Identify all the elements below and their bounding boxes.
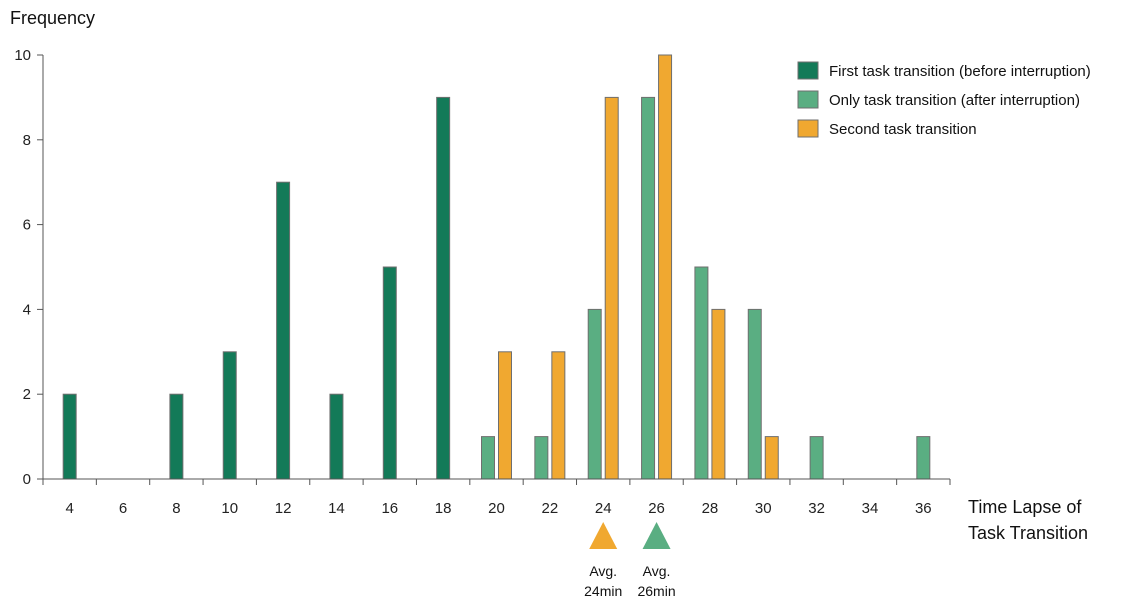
bar [747, 308, 762, 480]
bar [534, 436, 549, 480]
y-tick-label: 2 [23, 386, 31, 403]
bars-group [62, 54, 931, 480]
legend-swatch [797, 119, 819, 138]
x-tick-label: 6 [119, 500, 127, 517]
bar [587, 308, 602, 480]
x-tick-label: 36 [915, 500, 932, 517]
average-triangle-marker [642, 522, 671, 549]
x-tick-label: 26 [648, 500, 665, 517]
x-tick-label: 4 [66, 500, 74, 517]
bar [481, 436, 495, 480]
bar [658, 54, 673, 480]
y-tick-label: 8 [23, 132, 31, 149]
legend-swatch [797, 90, 819, 109]
bar [382, 266, 397, 480]
x-axis-title-line: Time Lapse of [968, 497, 1082, 517]
average-triangle-marker [589, 522, 618, 549]
bar [711, 308, 726, 480]
bar [436, 96, 451, 480]
x-tick-label: 8 [172, 500, 180, 517]
x-tick-label: 28 [702, 500, 719, 517]
x-tick-label: 22 [542, 500, 559, 517]
x-tick-label: 30 [755, 500, 772, 517]
y-tick-label: 6 [23, 217, 31, 234]
y-axis-title: Frequency [10, 8, 95, 28]
x-tick-label: 20 [488, 500, 505, 517]
x-tick-label: 18 [435, 500, 452, 517]
bar [641, 96, 656, 480]
x-tick-label: 34 [862, 500, 879, 517]
bar [329, 393, 344, 480]
legend-label: Only task transition (after interruption… [829, 92, 1080, 109]
average-label: 24min [584, 583, 622, 599]
legend-swatch [797, 61, 819, 80]
average-label: Avg. [589, 563, 617, 579]
bar [498, 351, 512, 480]
x-tick-label: 10 [221, 500, 238, 517]
bar [222, 351, 237, 480]
x-tick-label: 32 [808, 500, 825, 517]
legend: First task transition (before interrupti… [797, 61, 1091, 138]
x-tick-label: 16 [381, 500, 398, 517]
y-tick-label: 10 [14, 47, 31, 64]
bar [764, 436, 779, 480]
average-label: 26min [637, 583, 675, 599]
bar [809, 436, 824, 480]
x-tick-label: 24 [595, 500, 612, 517]
x-tick-label: 12 [275, 500, 292, 517]
bar [551, 351, 566, 480]
x-axis-title-line: Task Transition [968, 523, 1088, 543]
average-label: Avg. [643, 563, 671, 579]
bar [694, 266, 709, 480]
bar [276, 181, 291, 480]
bar [62, 393, 77, 480]
legend-label: Second task transition [829, 121, 977, 138]
legend-label: First task transition (before interrupti… [829, 63, 1091, 80]
y-tick-label: 4 [23, 301, 31, 318]
average-annotations: Avg. 24min Avg. 26min [584, 522, 676, 599]
bar [604, 96, 619, 480]
bar [169, 393, 184, 480]
x-tick-label: 14 [328, 500, 345, 517]
y-tick-label: 0 [23, 471, 31, 488]
bar [916, 436, 931, 480]
